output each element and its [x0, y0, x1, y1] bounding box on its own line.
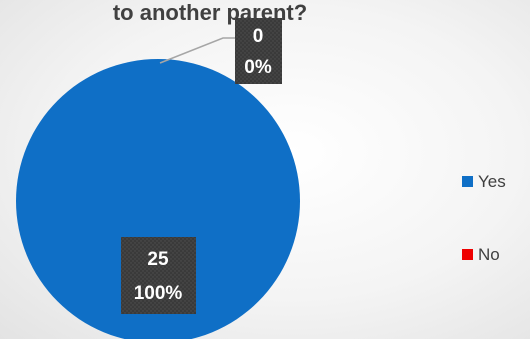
legend-label-yes: Yes: [478, 172, 506, 191]
data-label-yes-value: 25: [147, 249, 169, 270]
data-label-no-value: 0: [253, 26, 264, 47]
pie-slices: [16, 59, 300, 339]
chart-legend: Yes No: [462, 172, 506, 264]
legend-label-no: No: [478, 245, 500, 264]
data-label-yes: 25 100%: [121, 237, 196, 314]
data-label-yes-percent: 100%: [134, 283, 183, 304]
data-label-yes-box: [121, 237, 196, 314]
legend-swatch-yes: [462, 176, 473, 187]
data-label-no: 0 0%: [159, 18, 282, 84]
legend-swatch-no: [462, 249, 473, 260]
data-label-no-percent: 0%: [244, 57, 272, 78]
pie-slice-yes: [16, 59, 300, 339]
leader-line-no: [159, 37, 235, 64]
data-label-no-box: [235, 18, 282, 84]
